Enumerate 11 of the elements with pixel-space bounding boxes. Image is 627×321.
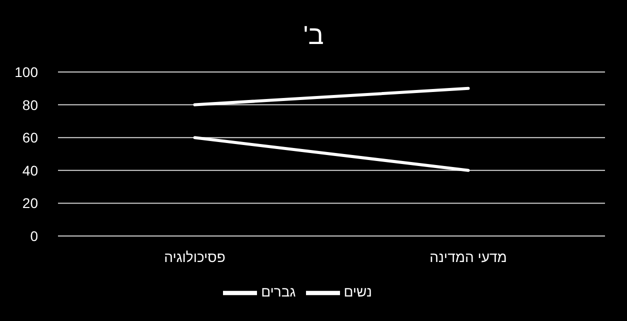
x-tick-label: מדעי המדינה [430, 248, 507, 265]
y-tick-label: 20 [22, 195, 38, 212]
legend-label: גברים [261, 284, 296, 300]
x-tick-label: פסיכולוגיה [164, 248, 226, 265]
legend-label: נשים [344, 284, 372, 300]
y-tick-label: 80 [22, 96, 38, 113]
y-tick-label: 0 [30, 228, 38, 244]
y-tick-label: 100 [14, 64, 38, 80]
y-tick-label: 40 [22, 162, 38, 178]
y-tick-label: 60 [22, 130, 38, 146]
chart-title: ב' [302, 20, 325, 51]
